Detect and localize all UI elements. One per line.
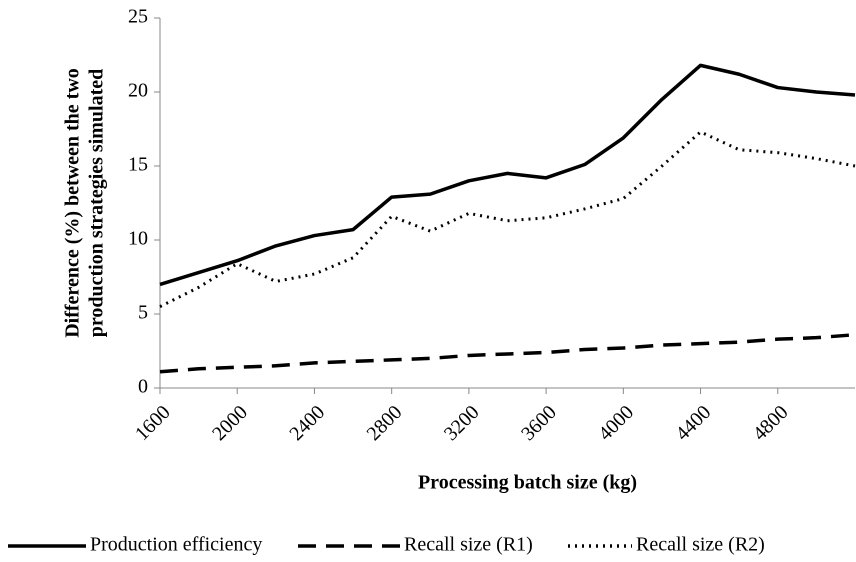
series-line — [159, 130, 856, 308]
y-tick-label: 10 — [128, 228, 148, 250]
y-tick-label: 5 — [138, 302, 148, 324]
x-tick-label: 4800 — [749, 401, 793, 445]
legend-label: Production efficiency — [90, 534, 262, 556]
x-tick-label: 1600 — [131, 401, 175, 445]
series-line — [159, 63, 856, 287]
series-line — [159, 332, 856, 374]
legend-label: Recall size (R2) — [636, 534, 765, 556]
y-tick-label: 0 — [138, 376, 148, 398]
x-tick-label: 2800 — [363, 401, 407, 445]
x-axis-title: Processing batch size (kg) — [418, 472, 637, 494]
x-tick-label: 4400 — [671, 401, 715, 445]
legend-label: Recall size (R1) — [404, 534, 533, 556]
y-tick-label: 20 — [128, 80, 148, 102]
y-tick-label: 25 — [128, 6, 148, 28]
y-tick-label: 15 — [128, 154, 148, 176]
y-axis-title: production strategies simulated — [86, 69, 108, 338]
x-tick-label: 4000 — [594, 401, 638, 445]
y-axis-title: Difference (%) between the two — [62, 68, 84, 338]
x-tick-label: 3600 — [517, 401, 561, 445]
x-tick-label: 3200 — [440, 401, 484, 445]
x-tick-label: 2000 — [208, 401, 252, 445]
x-tick-label: 2400 — [285, 401, 329, 445]
